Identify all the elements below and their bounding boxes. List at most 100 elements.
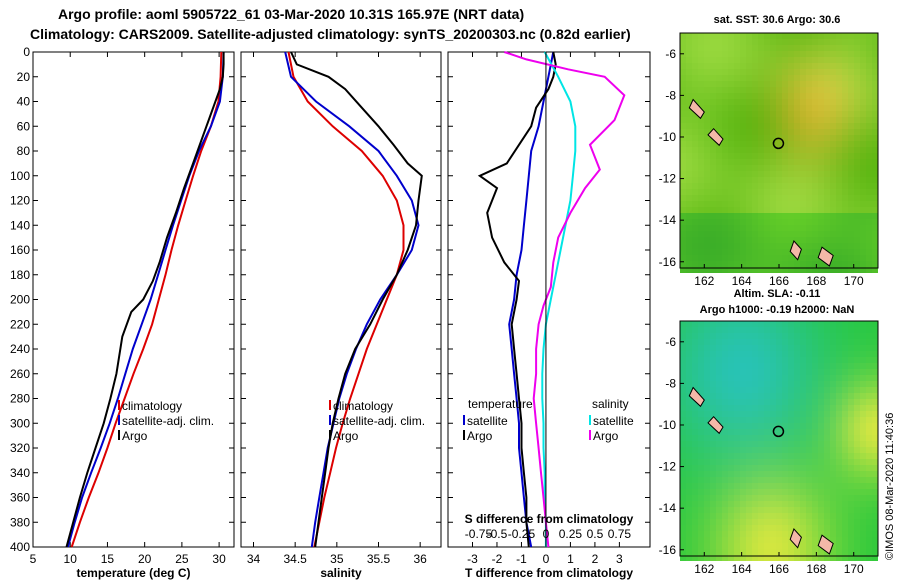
series-line-climatology xyxy=(70,51,223,548)
island-shape xyxy=(688,98,705,120)
x-tick-label: 15 xyxy=(101,552,115,566)
y-tick-label: 60 xyxy=(17,119,31,133)
legend2-argo-label: Argo xyxy=(333,429,359,443)
map-x-tick-label: 162 xyxy=(694,274,714,288)
y-tick-label: 400 xyxy=(10,540,30,554)
legend-argo-label: Argo xyxy=(122,429,148,443)
s-diff-tick-label: 0 xyxy=(543,527,550,541)
x-tick-label: 25 xyxy=(175,552,189,566)
legend3-sal-satellite-label: satellite xyxy=(593,414,634,428)
map-1 xyxy=(680,33,878,273)
x-tick-label: -3 xyxy=(467,552,478,566)
y-tick-label: 140 xyxy=(10,218,30,232)
map-subtitle: Argo h1000: -0.19 h2000: NaN xyxy=(700,304,855,316)
map-2 xyxy=(680,321,878,561)
map-x-tick-label: 162 xyxy=(694,562,714,576)
y-tick-label: 120 xyxy=(10,194,30,208)
map-y-tick-label: -10 xyxy=(659,418,677,432)
x-axis-label: temperature (deg C) xyxy=(76,566,190,580)
map-x-tick-label: 164 xyxy=(732,274,752,288)
map-x-tick-label: 166 xyxy=(769,274,789,288)
y-tick-label: 180 xyxy=(10,268,30,282)
island-shape xyxy=(817,534,834,555)
y-tick-label: 160 xyxy=(10,243,30,257)
legend3-temp-satellite-label: satellite xyxy=(467,414,508,428)
map-y-tick-label: -12 xyxy=(659,172,677,186)
series-line-temperature-argo xyxy=(477,51,557,548)
y-tick-label: 40 xyxy=(17,95,31,109)
island-shape xyxy=(707,127,724,147)
legend3-sal-argo-label: Argo xyxy=(593,429,619,443)
y-tick-label: 220 xyxy=(10,317,30,331)
map-y-tick-label: -10 xyxy=(659,130,677,144)
series-line-satellite-adj-clim- xyxy=(67,51,225,548)
y-tick-label: 80 xyxy=(17,144,31,158)
map-title: Altim. SLA: -0.11 xyxy=(734,288,821,300)
map-x-tick-label: 170 xyxy=(844,562,864,576)
series-line-satellite-adj-clim- xyxy=(284,51,420,548)
series-line-salinity-argo xyxy=(503,51,626,548)
s-diff-tick-label: -0.75 xyxy=(465,527,493,541)
map-title: sat. SST: 30.6 Argo: 30.6 xyxy=(714,14,841,26)
map-y-tick-label: -8 xyxy=(665,376,676,390)
y-tick-label: 280 xyxy=(10,392,30,406)
legend2-climatology-label: climatology xyxy=(333,399,393,413)
title-line-2: Climatology: CARS2009. Satellite-adjuste… xyxy=(30,26,631,42)
legend-climatology-label: climatology xyxy=(122,399,182,413)
x-tick-label: 1 xyxy=(567,552,574,566)
x-tick-label: 3 xyxy=(616,552,623,566)
map-x-tick-label: 170 xyxy=(844,274,864,288)
map-y-tick-label: -16 xyxy=(659,255,677,269)
y-tick-label: 380 xyxy=(10,515,30,529)
legend-satellite-adj-label: satellite-adj. clim. xyxy=(122,414,214,428)
map-y-tick-label: -8 xyxy=(665,88,676,102)
argo-location-marker xyxy=(772,425,785,438)
y-tick-label: 300 xyxy=(10,416,30,430)
s-diff-tick-label: -0.5 xyxy=(487,527,508,541)
map-y-tick-label: -14 xyxy=(659,213,677,227)
x-tick-label: 35.5 xyxy=(367,552,391,566)
s-diff-tick-label: 0.75 xyxy=(608,527,632,541)
series-line-argo xyxy=(65,52,225,548)
map-x-tick-label: 166 xyxy=(769,562,789,576)
panel-1-frame xyxy=(32,51,235,548)
island-shape xyxy=(789,528,802,549)
x-tick-label: 10 xyxy=(64,552,78,566)
x-tick-label: 34.5 xyxy=(283,552,307,566)
imos-timestamp: ©IMOS 08-Mar-2020 11:40:36 xyxy=(884,412,896,560)
x-tick-label: 35 xyxy=(330,552,344,566)
s-diff-tick-label: 0.25 xyxy=(559,527,583,541)
x-axis-label: T difference from climatology xyxy=(465,566,633,580)
x-tick-label: 36 xyxy=(413,552,427,566)
map-x-tick-label: 164 xyxy=(732,562,752,576)
x-tick-label: 5 xyxy=(30,552,37,566)
legend-temperature-title: temperature xyxy=(468,397,533,411)
map-y-tick-label: -14 xyxy=(659,501,677,515)
x-axis-label: salinity xyxy=(320,566,362,580)
panel-2-frame xyxy=(240,51,442,548)
x-tick-label: 34 xyxy=(247,552,261,566)
x-tick-label: -1 xyxy=(516,552,527,566)
map-y-tick-label: -12 xyxy=(659,460,677,474)
island-shape xyxy=(688,386,705,408)
legend-salinity-title: salinity xyxy=(592,397,629,411)
y-tick-label: 320 xyxy=(10,441,30,455)
map-y-tick-label: -16 xyxy=(659,543,677,557)
s-diff-tick-label: 0.5 xyxy=(587,527,604,541)
legend3-temp-argo-label: Argo xyxy=(467,429,493,443)
x-tick-label: -2 xyxy=(492,552,503,566)
y-tick-label: 200 xyxy=(10,293,30,307)
series-line-argo xyxy=(290,51,423,548)
island-shape xyxy=(817,246,834,267)
panel-3-frame xyxy=(447,51,651,548)
series-line-temperature-satellite xyxy=(508,51,555,548)
x-tick-label: 20 xyxy=(138,552,152,566)
map-y-tick-label: -6 xyxy=(665,335,676,349)
s-diff-axis-label: S difference from climatology xyxy=(465,512,634,526)
x-tick-label: 30 xyxy=(212,552,226,566)
series-line-climatology xyxy=(287,51,405,548)
s-diff-tick-label: -0.25 xyxy=(508,527,536,541)
map-x-tick-label: 168 xyxy=(806,274,826,288)
y-tick-label: 260 xyxy=(10,367,30,381)
